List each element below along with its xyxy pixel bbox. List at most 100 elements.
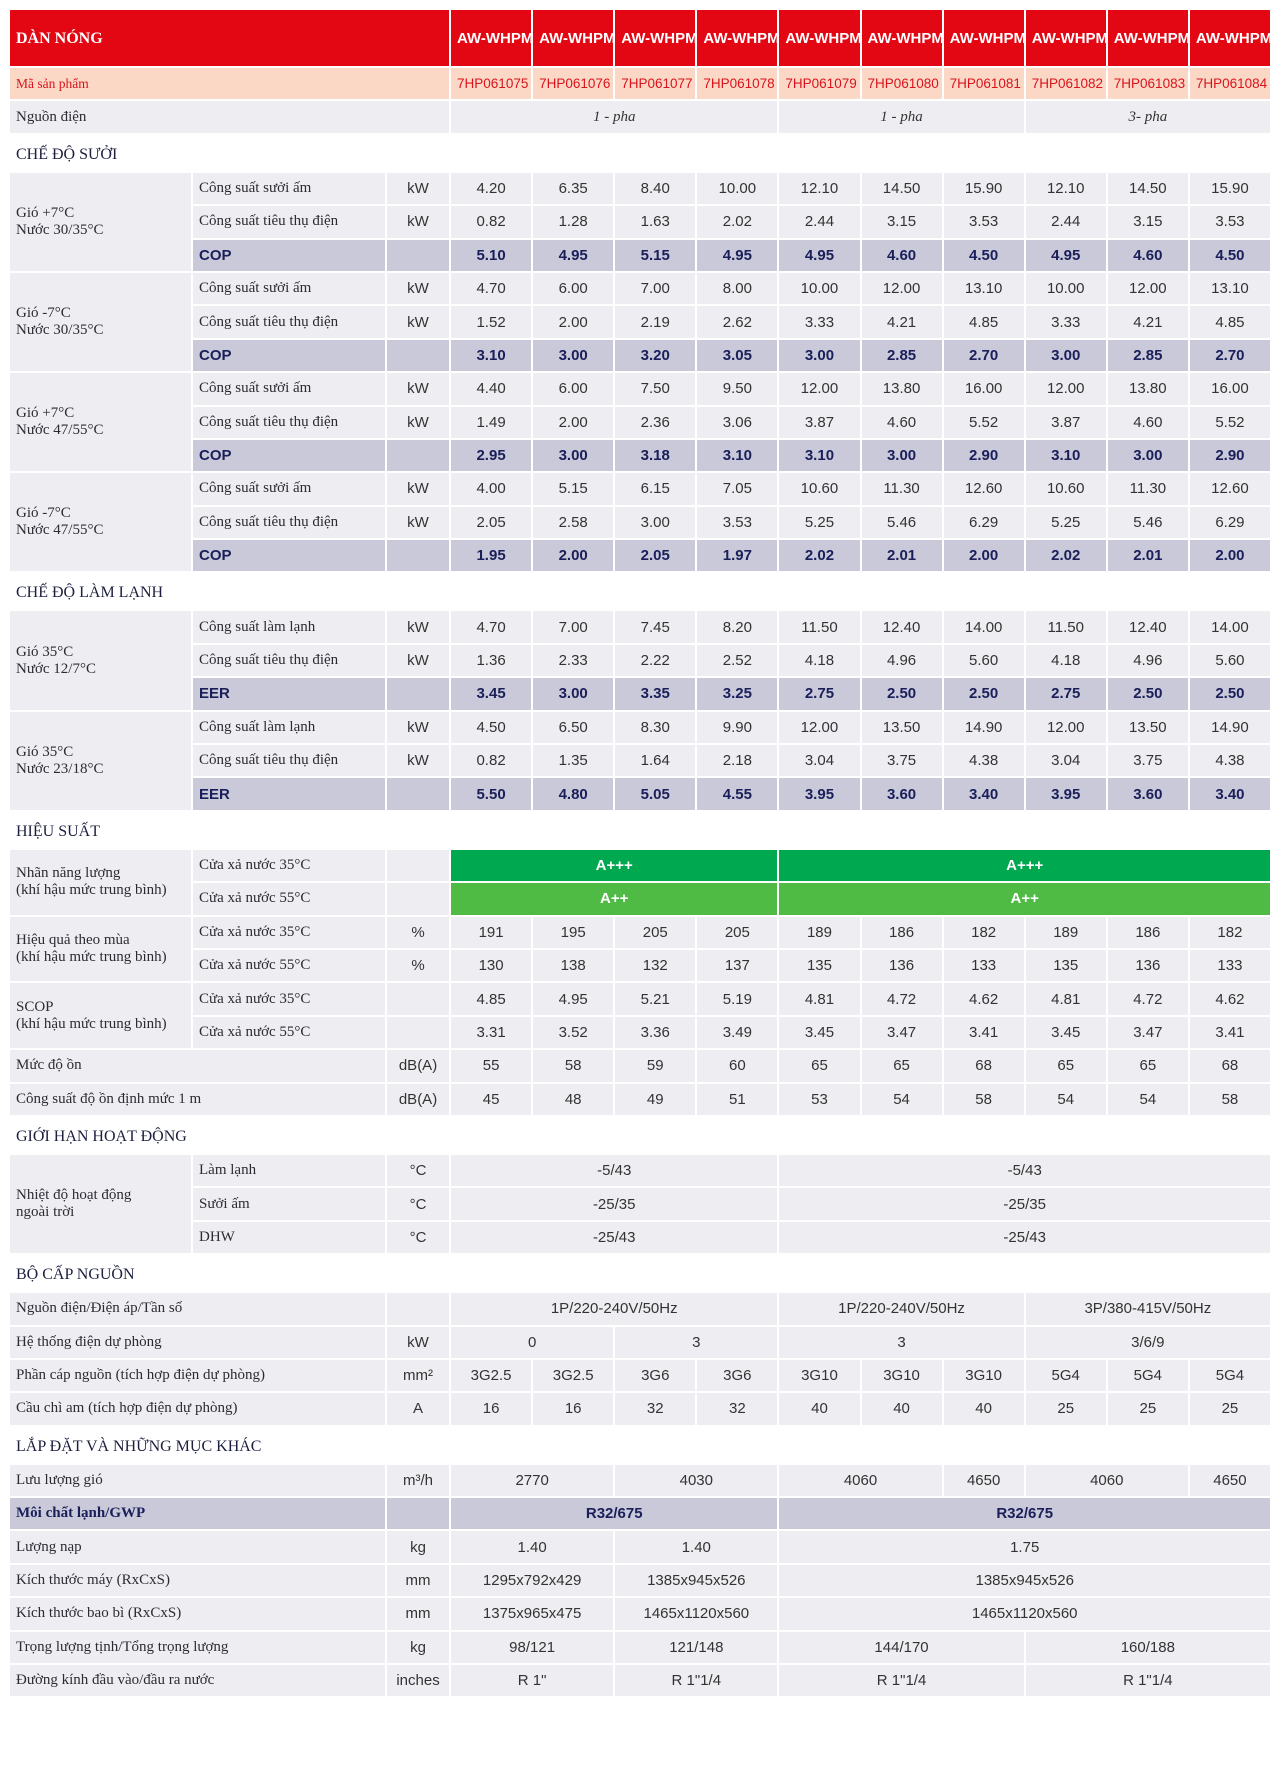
cell-value: 4.20	[449, 170, 534, 207]
cell-value: 2.58	[531, 504, 616, 541]
cell-value: 3G10	[941, 1357, 1026, 1394]
table-row: Công suất tiêu thụ điện kW 0.82 1.35 1.64 2.1…	[9, 743, 1273, 779]
cell-value: 4.96	[1105, 642, 1190, 679]
cell-value: 2.00	[941, 538, 1026, 574]
cell-value: 191	[449, 914, 534, 950]
cell-value: -25/43	[777, 1219, 1272, 1256]
cell-value: -25/43	[449, 1219, 780, 1256]
cell-value: 3.75	[1105, 743, 1190, 779]
cell-value: 13.10	[941, 270, 1026, 307]
cell-value: 8.00	[695, 270, 780, 307]
cell-value: 65	[859, 1048, 944, 1084]
table-row: EER 5.50 4.80 5.05 4.55 3.95 3.60 3.40 3.95 3.60 3…	[9, 776, 1273, 812]
row-sublabel: Công suất tiêu thụ điện	[191, 743, 387, 779]
row-sublabel: Sưởi ấm	[191, 1186, 387, 1222]
cell-value: 58	[531, 1048, 616, 1084]
cell-value: 3G2.5	[531, 1357, 616, 1394]
cell-value: 3.41	[941, 1014, 1026, 1051]
cell-value: 5.60	[941, 642, 1026, 679]
cell-value: 2.19	[613, 304, 698, 340]
row-unit	[384, 676, 452, 712]
cell-value: 5.46	[859, 504, 944, 541]
cell-value: 65	[777, 1048, 862, 1084]
cell-value: 3.95	[1023, 776, 1108, 812]
row-label: Lưu lượng gió	[8, 1462, 387, 1499]
cell-value: 1.52	[449, 304, 534, 340]
table-row: EER 3.45 3.00 3.35 3.25 2.75 2.50 2.50 2.75 2.50 2…	[9, 676, 1273, 712]
cell-value: 3.45	[1023, 1014, 1108, 1051]
row-unit: kW	[384, 709, 452, 746]
power-phase-label: Nguồn điện	[7, 99, 452, 135]
cell-value: 4650	[1187, 1462, 1273, 1499]
row-unit	[384, 538, 452, 574]
cell-value: 3.00	[531, 437, 616, 474]
cell-value: 4.95	[695, 237, 780, 273]
cell-value: 4.72	[859, 981, 944, 1017]
cell-value: 3.60	[859, 776, 944, 812]
cell-value: 3/6/9	[1023, 1324, 1273, 1360]
cell-value: 2.44	[777, 204, 862, 240]
row-unit: mm²	[384, 1357, 452, 1394]
cell-value: 13.80	[859, 371, 944, 407]
cell-value: 3.00	[531, 337, 616, 374]
cell-value: 3.31	[449, 1014, 534, 1051]
cell-value: 4.81	[777, 981, 862, 1017]
section-heading: BỘ CẤP NGUỒN	[8, 1253, 1272, 1294]
table-row: Công suất tiêu thụ điện kW 1.52 2.00 2.19 2.6…	[9, 304, 1273, 340]
cell-value: 54	[1105, 1081, 1190, 1117]
cell-value: 3.95	[777, 776, 862, 812]
table-row: Đường kính đầu vào/đầu ra nước inches R 1"…	[8, 1663, 1273, 1699]
cell-value: 12.00	[859, 270, 944, 307]
power-phase-value: 1 - pha	[777, 99, 1026, 135]
cell-value: 11.50	[1023, 609, 1108, 645]
cell-value: 1.40	[449, 1529, 616, 1565]
cell-value: 16.00	[941, 371, 1026, 407]
cell-value: 3.00	[1105, 437, 1190, 474]
cell-value: 182	[1187, 914, 1273, 950]
cell-value: 2.36	[613, 404, 698, 440]
model-name: AW-WHPMA 16-H93	[1187, 8, 1273, 68]
cell-value: 2.75	[777, 676, 862, 712]
cell-value: -5/43	[777, 1152, 1272, 1189]
cell-value: 2.95	[449, 437, 534, 474]
cell-value: 4.38	[1187, 743, 1273, 779]
cell-value: 6.35	[531, 170, 616, 207]
row-unit: kW	[384, 170, 452, 207]
cell-value: 48	[531, 1081, 616, 1117]
table-row: Nhãn năng lượng (khí hậu mức trung bình)…	[8, 847, 1272, 917]
cell-value: 10.00	[1023, 270, 1108, 307]
model-name: AW-WHPMA 08-H91	[613, 8, 698, 68]
cell-value: 7.45	[613, 609, 698, 645]
cell-value: 3.53	[695, 504, 780, 541]
model-name: AW-WHPMA 14-H93	[1105, 8, 1190, 68]
cell-value: 4.50	[449, 709, 534, 746]
table-row: Hiệu quả theo mùa (khí hậu mức trung bìn…	[8, 914, 1273, 984]
row-sublabel: Công suất sưởi ấm	[191, 170, 387, 207]
cell-value: 58	[941, 1081, 1026, 1117]
cell-value: 53	[777, 1081, 862, 1117]
table-row: Công suất tiêu thụ điện kW 1.36 2.33 2.22 2.5…	[9, 642, 1273, 679]
row-unit: °C	[384, 1219, 452, 1256]
cell-value: 2.50	[941, 676, 1026, 712]
row-label: Trọng lượng tịnh/Tổng trọng lượng	[8, 1629, 387, 1666]
cell-value: 11.30	[1105, 471, 1190, 507]
cell-value: 15.90	[941, 170, 1026, 207]
row-unit: kW	[384, 504, 452, 541]
cell-value: 5.60	[1187, 642, 1273, 679]
cell-value: 2.85	[1105, 337, 1190, 374]
cell-value: 9.50	[695, 371, 780, 407]
row-unit: mm	[384, 1562, 452, 1599]
row-unit: A	[384, 1391, 452, 1427]
cell-value: 137	[695, 947, 780, 984]
table-row: COP 3.10 3.00 3.20 3.05 3.00 2.85 2.70 3.00 2.85 2…	[9, 337, 1273, 374]
row-unit: %	[384, 914, 452, 950]
cell-value: 3.53	[941, 204, 1026, 240]
cell-value: 5.19	[695, 981, 780, 1017]
row-unit	[384, 847, 452, 884]
cell-value: 54	[859, 1081, 944, 1117]
row-sublabel: COP	[191, 437, 387, 474]
cell-value: 2.00	[531, 538, 616, 574]
cell-value: 3G10	[859, 1357, 944, 1394]
row-sublabel: Công suất tiêu thụ điện	[191, 404, 387, 440]
cell-value: 2.05	[613, 538, 698, 574]
